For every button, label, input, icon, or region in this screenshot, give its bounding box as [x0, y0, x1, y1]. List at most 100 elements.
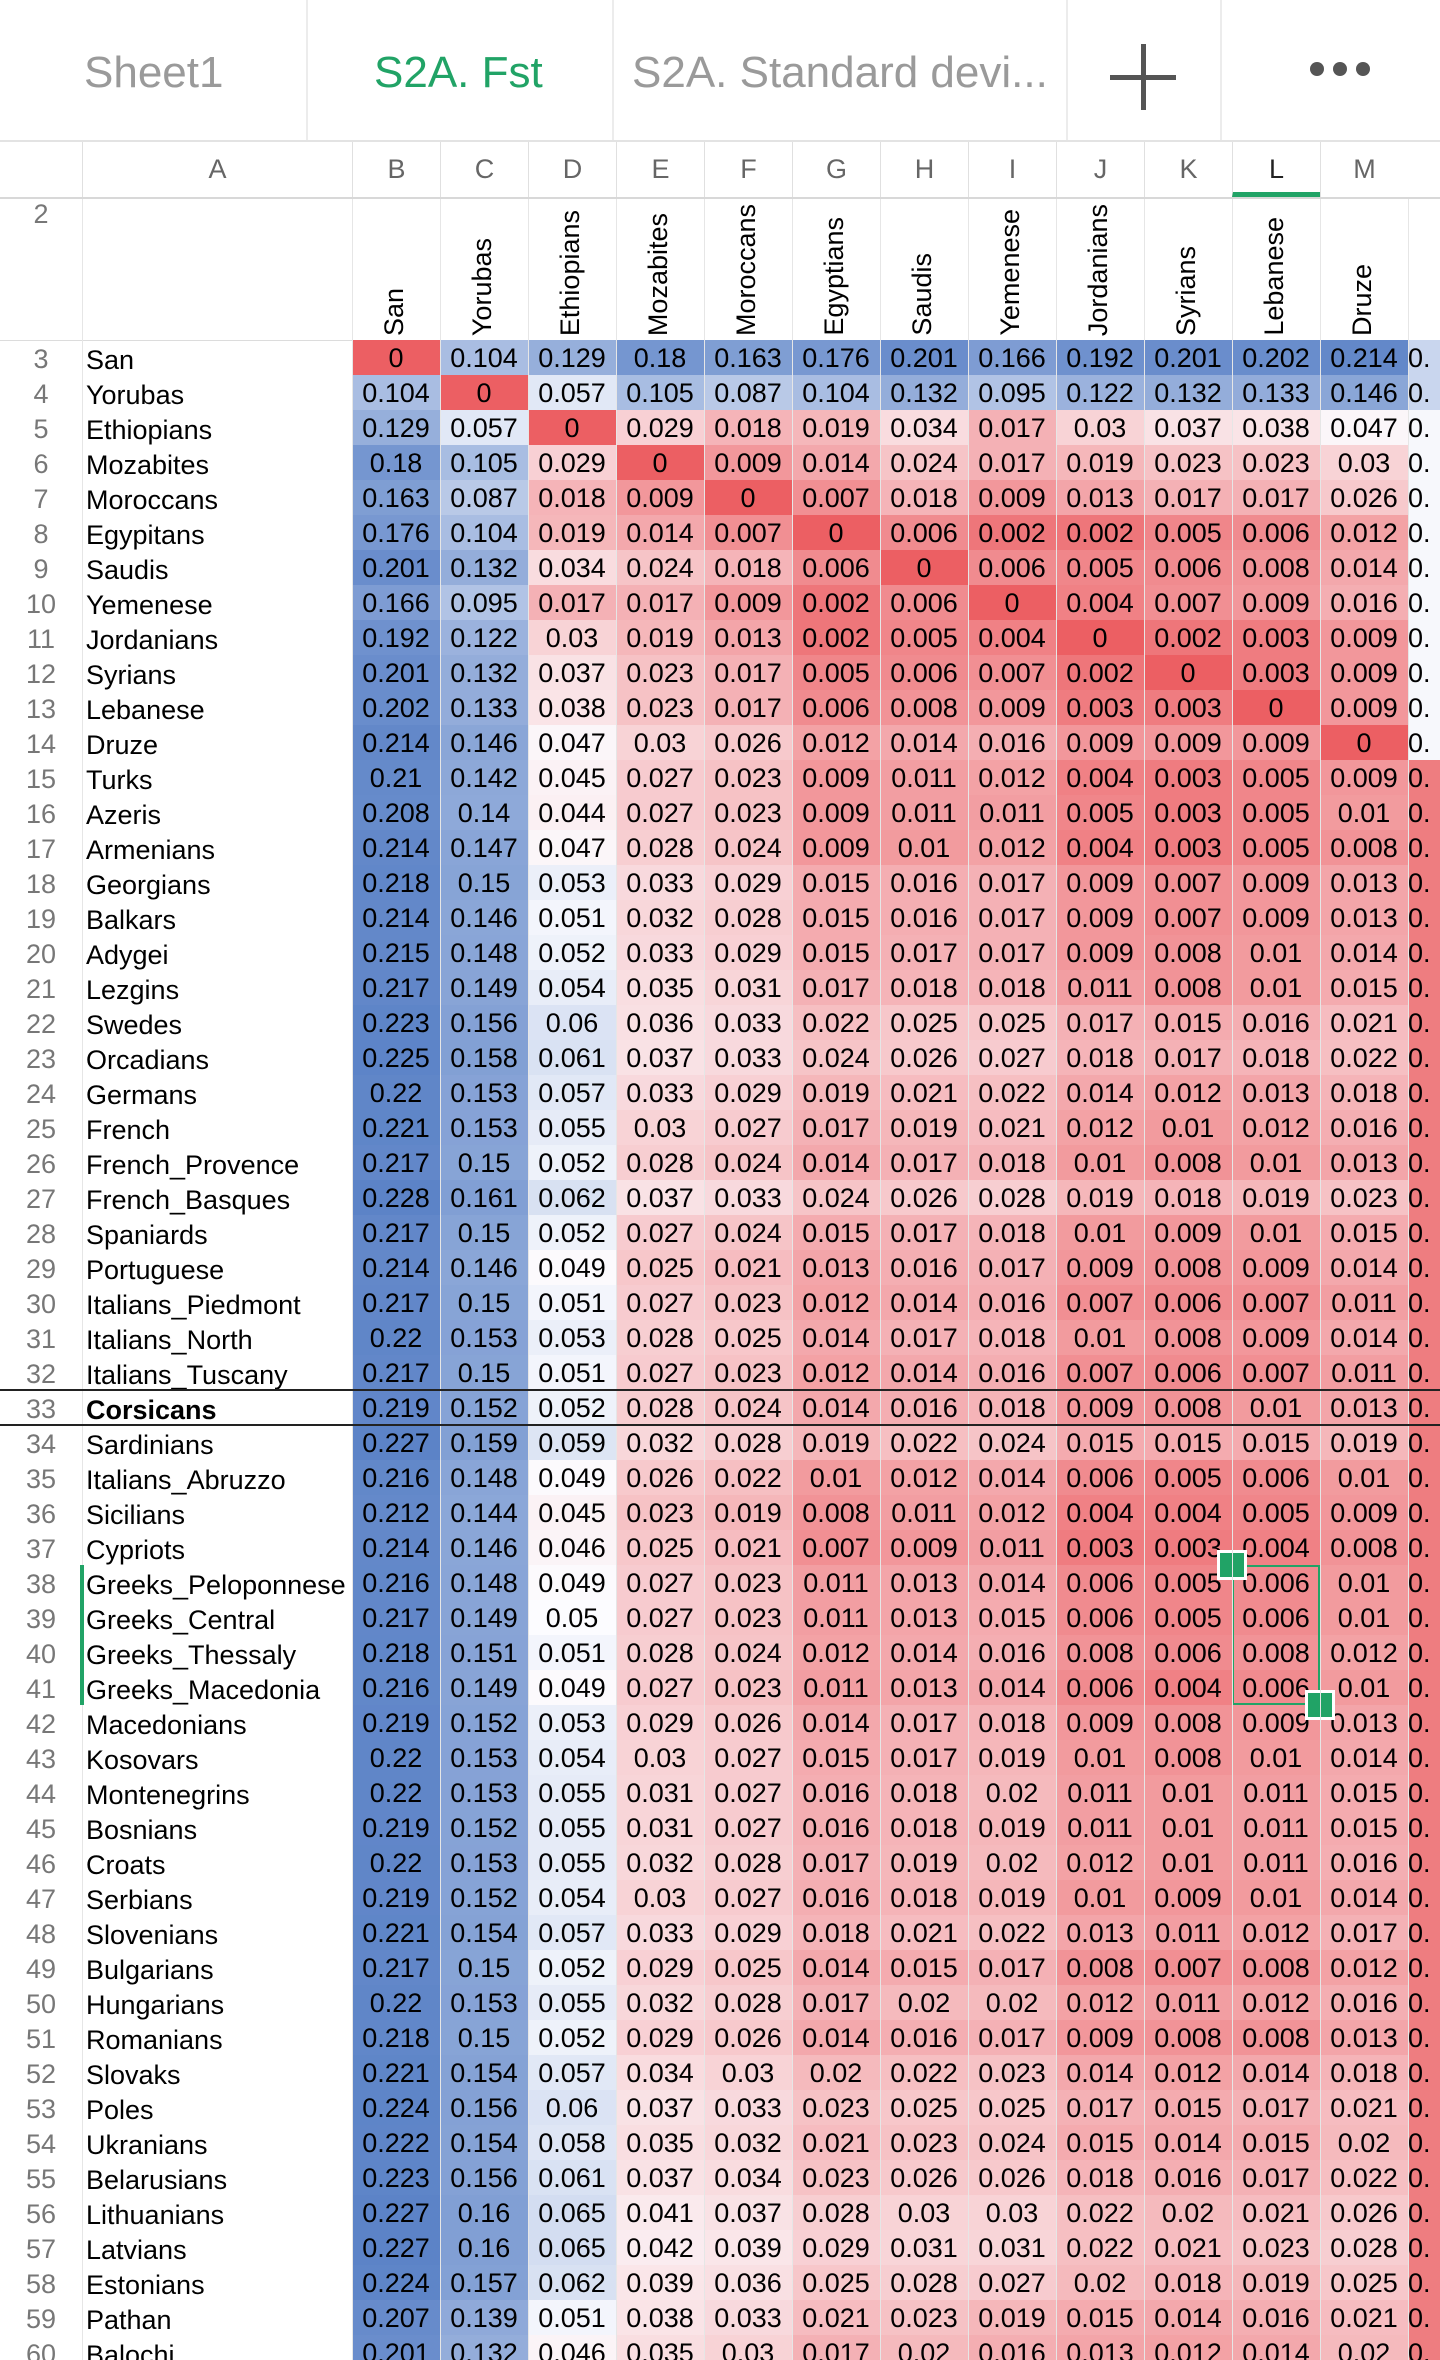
fst-cell[interactable]: 0.027: [968, 2265, 1056, 2300]
fst-cell[interactable]: 0.142: [440, 760, 528, 795]
fst-cell[interactable]: 0.225: [352, 1040, 440, 1075]
fst-cell[interactable]: 0.015: [1144, 1005, 1232, 1040]
fst-cell[interactable]: 0.02: [968, 1845, 1056, 1880]
fst-cell[interactable]: 0.033: [704, 2090, 792, 2125]
fst-cell[interactable]: 0.014: [1056, 1075, 1144, 1110]
fst-cell[interactable]: 0.201: [880, 340, 968, 375]
more-horizontal-icon[interactable]: [1310, 62, 1370, 78]
fst-cell[interactable]: 0.016: [880, 900, 968, 935]
fst-cell[interactable]: 0.002: [1144, 620, 1232, 655]
fst-cell[interactable]: 0.022: [704, 1460, 792, 1495]
fst-cell[interactable]: 0.132: [440, 550, 528, 585]
fst-cell[interactable]: 0.018: [968, 1215, 1056, 1250]
population-name[interactable]: Belarusians: [86, 2165, 228, 2195]
fst-cell[interactable]: 0.016: [880, 2020, 968, 2055]
fst-cell[interactable]: 0.002: [968, 515, 1056, 550]
population-name[interactable]: Balochi: [86, 2340, 175, 2360]
fst-cell[interactable]: 0.01: [880, 830, 968, 865]
fst-cell[interactable]: 0.059: [528, 1425, 616, 1460]
fst-cell[interactable]: 0.104: [352, 375, 440, 410]
fst-cell[interactable]: 0.051: [528, 2300, 616, 2335]
partial-column-cell[interactable]: 0.: [1408, 1145, 1440, 1180]
fst-cell[interactable]: 0.218: [352, 865, 440, 900]
fst-cell[interactable]: 0.012: [1056, 1985, 1144, 2020]
fst-cell[interactable]: 0.019: [880, 1110, 968, 1145]
population-name[interactable]: French_Provence: [86, 1150, 300, 1180]
fst-cell[interactable]: 0.013: [1320, 900, 1408, 935]
fst-cell[interactable]: 0: [1320, 725, 1408, 760]
fst-cell[interactable]: 0.006: [1056, 1565, 1144, 1600]
population-name[interactable]: Jordanians: [86, 625, 219, 655]
fst-cell[interactable]: 0.216: [352, 1670, 440, 1705]
fst-cell[interactable]: 0.017: [880, 1740, 968, 1775]
fst-cell[interactable]: 0.201: [352, 655, 440, 690]
fst-cell[interactable]: 0.027: [704, 1880, 792, 1915]
fst-cell[interactable]: 0.006: [968, 550, 1056, 585]
partial-column-cell[interactable]: 0.: [1408, 445, 1440, 480]
fst-cell[interactable]: 0.153: [440, 1075, 528, 1110]
fst-cell[interactable]: 0.033: [616, 1915, 704, 1950]
fst-cell[interactable]: 0.029: [616, 410, 704, 445]
fst-cell[interactable]: 0.009: [1232, 865, 1320, 900]
fst-cell[interactable]: 0.012: [1056, 1110, 1144, 1145]
tab-s2a-fst[interactable]: S2A. Fst: [374, 48, 543, 97]
fst-cell[interactable]: 0.029: [704, 1075, 792, 1110]
fst-cell[interactable]: 0.028: [704, 1985, 792, 2020]
partial-column-cell[interactable]: 0.: [1408, 1250, 1440, 1285]
fst-cell[interactable]: 0.053: [528, 1705, 616, 1740]
fst-cell[interactable]: 0.019: [968, 1880, 1056, 1915]
fst-cell[interactable]: 0.005: [1056, 795, 1144, 830]
fst-cell[interactable]: 0.053: [528, 865, 616, 900]
fst-cell[interactable]: 0.021: [880, 1075, 968, 1110]
partial-column-cell[interactable]: 0.: [1408, 1810, 1440, 1845]
fst-cell[interactable]: 0.021: [1320, 1005, 1408, 1040]
fst-cell[interactable]: 0.052: [528, 1390, 616, 1425]
fst-cell[interactable]: 0.009: [1320, 620, 1408, 655]
fst-cell[interactable]: 0.005: [1232, 830, 1320, 865]
fst-cell[interactable]: 0.022: [1320, 1040, 1408, 1075]
fst-cell[interactable]: 0.16: [440, 2195, 528, 2230]
fst-cell[interactable]: 0.024: [792, 1040, 880, 1075]
population-name[interactable]: French_Basques: [86, 1185, 291, 1215]
fst-cell[interactable]: 0: [704, 480, 792, 515]
fst-cell[interactable]: 0.007: [1144, 900, 1232, 935]
fst-cell[interactable]: 0.153: [440, 1775, 528, 1810]
fst-cell[interactable]: 0.14: [440, 795, 528, 830]
fst-cell[interactable]: 0.222: [352, 2125, 440, 2160]
partial-column-cell[interactable]: 0.: [1408, 1635, 1440, 1670]
fst-cell[interactable]: 0.034: [528, 550, 616, 585]
fst-cell[interactable]: 0.017: [968, 2020, 1056, 2055]
fst-cell[interactable]: 0.037: [616, 1040, 704, 1075]
partial-column-cell[interactable]: 0.: [1408, 1530, 1440, 1565]
fst-cell[interactable]: 0: [1144, 655, 1232, 690]
fst-cell[interactable]: 0.023: [616, 655, 704, 690]
fst-cell[interactable]: 0.006: [1232, 1460, 1320, 1495]
population-name[interactable]: Bosnians: [86, 1815, 198, 1845]
population-name[interactable]: Swedes: [86, 1010, 183, 1040]
fst-cell[interactable]: 0.004: [1056, 760, 1144, 795]
fst-cell[interactable]: 0.014: [880, 725, 968, 760]
fst-cell[interactable]: 0.017: [880, 1145, 968, 1180]
fst-cell[interactable]: 0.018: [1144, 1180, 1232, 1215]
partial-column-cell[interactable]: 0.: [1408, 2090, 1440, 2125]
fst-cell[interactable]: 0.029: [616, 1950, 704, 1985]
fst-cell[interactable]: 0.01: [1144, 1775, 1232, 1810]
fst-cell[interactable]: 0.008: [1144, 1250, 1232, 1285]
fst-cell[interactable]: 0.016: [792, 1810, 880, 1845]
fst-cell[interactable]: 0.009: [1056, 1390, 1144, 1425]
fst-cell[interactable]: 0.028: [880, 2265, 968, 2300]
fst-cell[interactable]: 0.129: [528, 340, 616, 375]
fst-cell[interactable]: 0.009: [1056, 865, 1144, 900]
fst-cell[interactable]: 0.031: [616, 1810, 704, 1845]
fst-cell[interactable]: 0.006: [1144, 1355, 1232, 1390]
fst-cell[interactable]: 0.052: [528, 1215, 616, 1250]
fst-cell[interactable]: 0.009: [1232, 725, 1320, 760]
fst-cell[interactable]: 0.01: [1232, 1880, 1320, 1915]
fst-cell[interactable]: 0.052: [528, 2020, 616, 2055]
fst-cell[interactable]: 0.016: [880, 1250, 968, 1285]
fst-cell[interactable]: 0.044: [528, 795, 616, 830]
fst-cell[interactable]: 0.014: [1320, 1250, 1408, 1285]
fst-cell[interactable]: 0.22: [352, 1985, 440, 2020]
fst-cell[interactable]: 0.15: [440, 1355, 528, 1390]
